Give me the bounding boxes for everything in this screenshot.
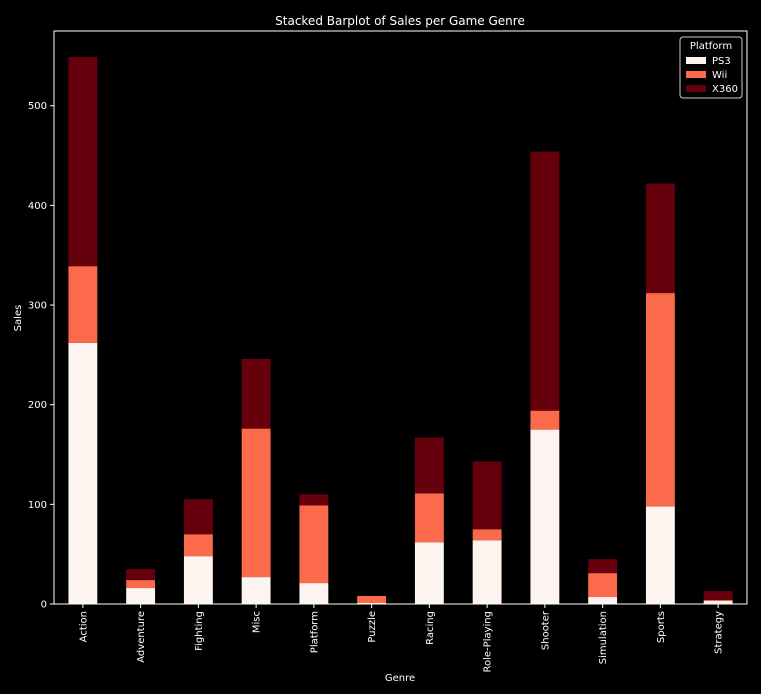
bar-action-wii [68,266,98,343]
bar-action-ps3 [68,342,98,604]
bar-sports-wii [645,293,675,507]
bar-platform-ps3 [299,583,329,604]
bar-fighting-x360 [183,499,213,535]
bar-strategy-wii [703,600,733,602]
bar-simulation-wii [588,573,618,598]
bar-racing-ps3 [414,542,444,604]
x-tick-label: Role-Playing [483,611,494,672]
y-tick-label: 100 [28,500,47,511]
bar-strategy-x360 [703,591,733,601]
bar-adventure-ps3 [126,588,156,604]
bar-role-playing-x360 [472,461,502,530]
bar-shooter-ps3 [530,429,560,604]
x-axis-label: Genre [385,673,415,684]
bar-sports-x360 [645,183,675,294]
bar-sports-ps3 [645,506,675,604]
chart-title: Stacked Barplot of Sales per Game Genre [275,14,525,28]
legend-box [679,36,743,99]
x-tick-label: Fighting [194,611,205,651]
x-tick-label: Racing [425,611,436,645]
x-tick-label: Puzzle [367,611,378,643]
x-tick-label: Strategy [714,611,725,654]
bar-puzzle-ps3 [357,603,387,604]
y-axis: 0 100 200 300 400 500 [28,101,54,611]
x-tick-label: Platform [309,611,320,653]
bar-action-x360 [68,56,98,267]
bar-adventure-x360 [126,569,156,581]
bar-racing-wii [414,493,444,543]
bar-racing-x360 [414,437,444,494]
legend-label-ps3: PS3 [712,56,731,67]
bar-simulation-x360 [588,559,618,574]
bar-simulation-ps3 [588,597,618,604]
x-tick-label: Shooter [540,610,551,650]
legend-swatch-ps3 [686,57,706,64]
legend-swatch-x360 [686,85,706,92]
bar-adventure-wii [126,580,156,589]
y-tick-label: 200 [28,400,47,411]
legend-swatch-wii [686,71,706,78]
bar-misc-wii [241,428,271,578]
y-tick-label: 500 [28,101,47,112]
bars-group [68,56,733,604]
bar-fighting-wii [183,534,213,557]
bar-strategy-ps3 [703,601,733,604]
x-tick-label: Sports [656,611,667,643]
x-axis: Action Adventure Fighting Misc Platform Puzzl… [78,604,725,672]
bar-role-playing-wii [472,529,502,541]
y-axis-label: Sales [13,305,24,332]
legend-label-x360: X360 [712,84,738,95]
x-tick-label: Adventure [136,611,147,663]
plot-area [53,30,748,605]
bar-shooter-wii [530,410,560,430]
bar-shooter-x360 [530,151,560,411]
x-tick-label: Simulation [598,611,609,664]
legend-label-wii: Wii [712,70,727,81]
legend-title: Platform [690,41,732,52]
bar-platform-wii [299,505,329,584]
y-tick-label: 300 [28,301,47,312]
x-tick-label: Misc [252,611,263,633]
bar-fighting-ps3 [183,556,213,604]
bar-role-playing-ps3 [472,540,502,604]
bar-puzzle-wii [357,596,387,604]
plot-frame [53,30,748,605]
bar-misc-ps3 [241,577,271,604]
x-tick-label: Action [78,611,89,642]
y-tick-label: 400 [28,201,47,212]
y-tick-label: 0 [41,600,47,611]
bar-platform-x360 [299,494,329,506]
legend: Platform PS3 Wii X360 [679,36,743,99]
bar-misc-x360 [241,358,271,429]
